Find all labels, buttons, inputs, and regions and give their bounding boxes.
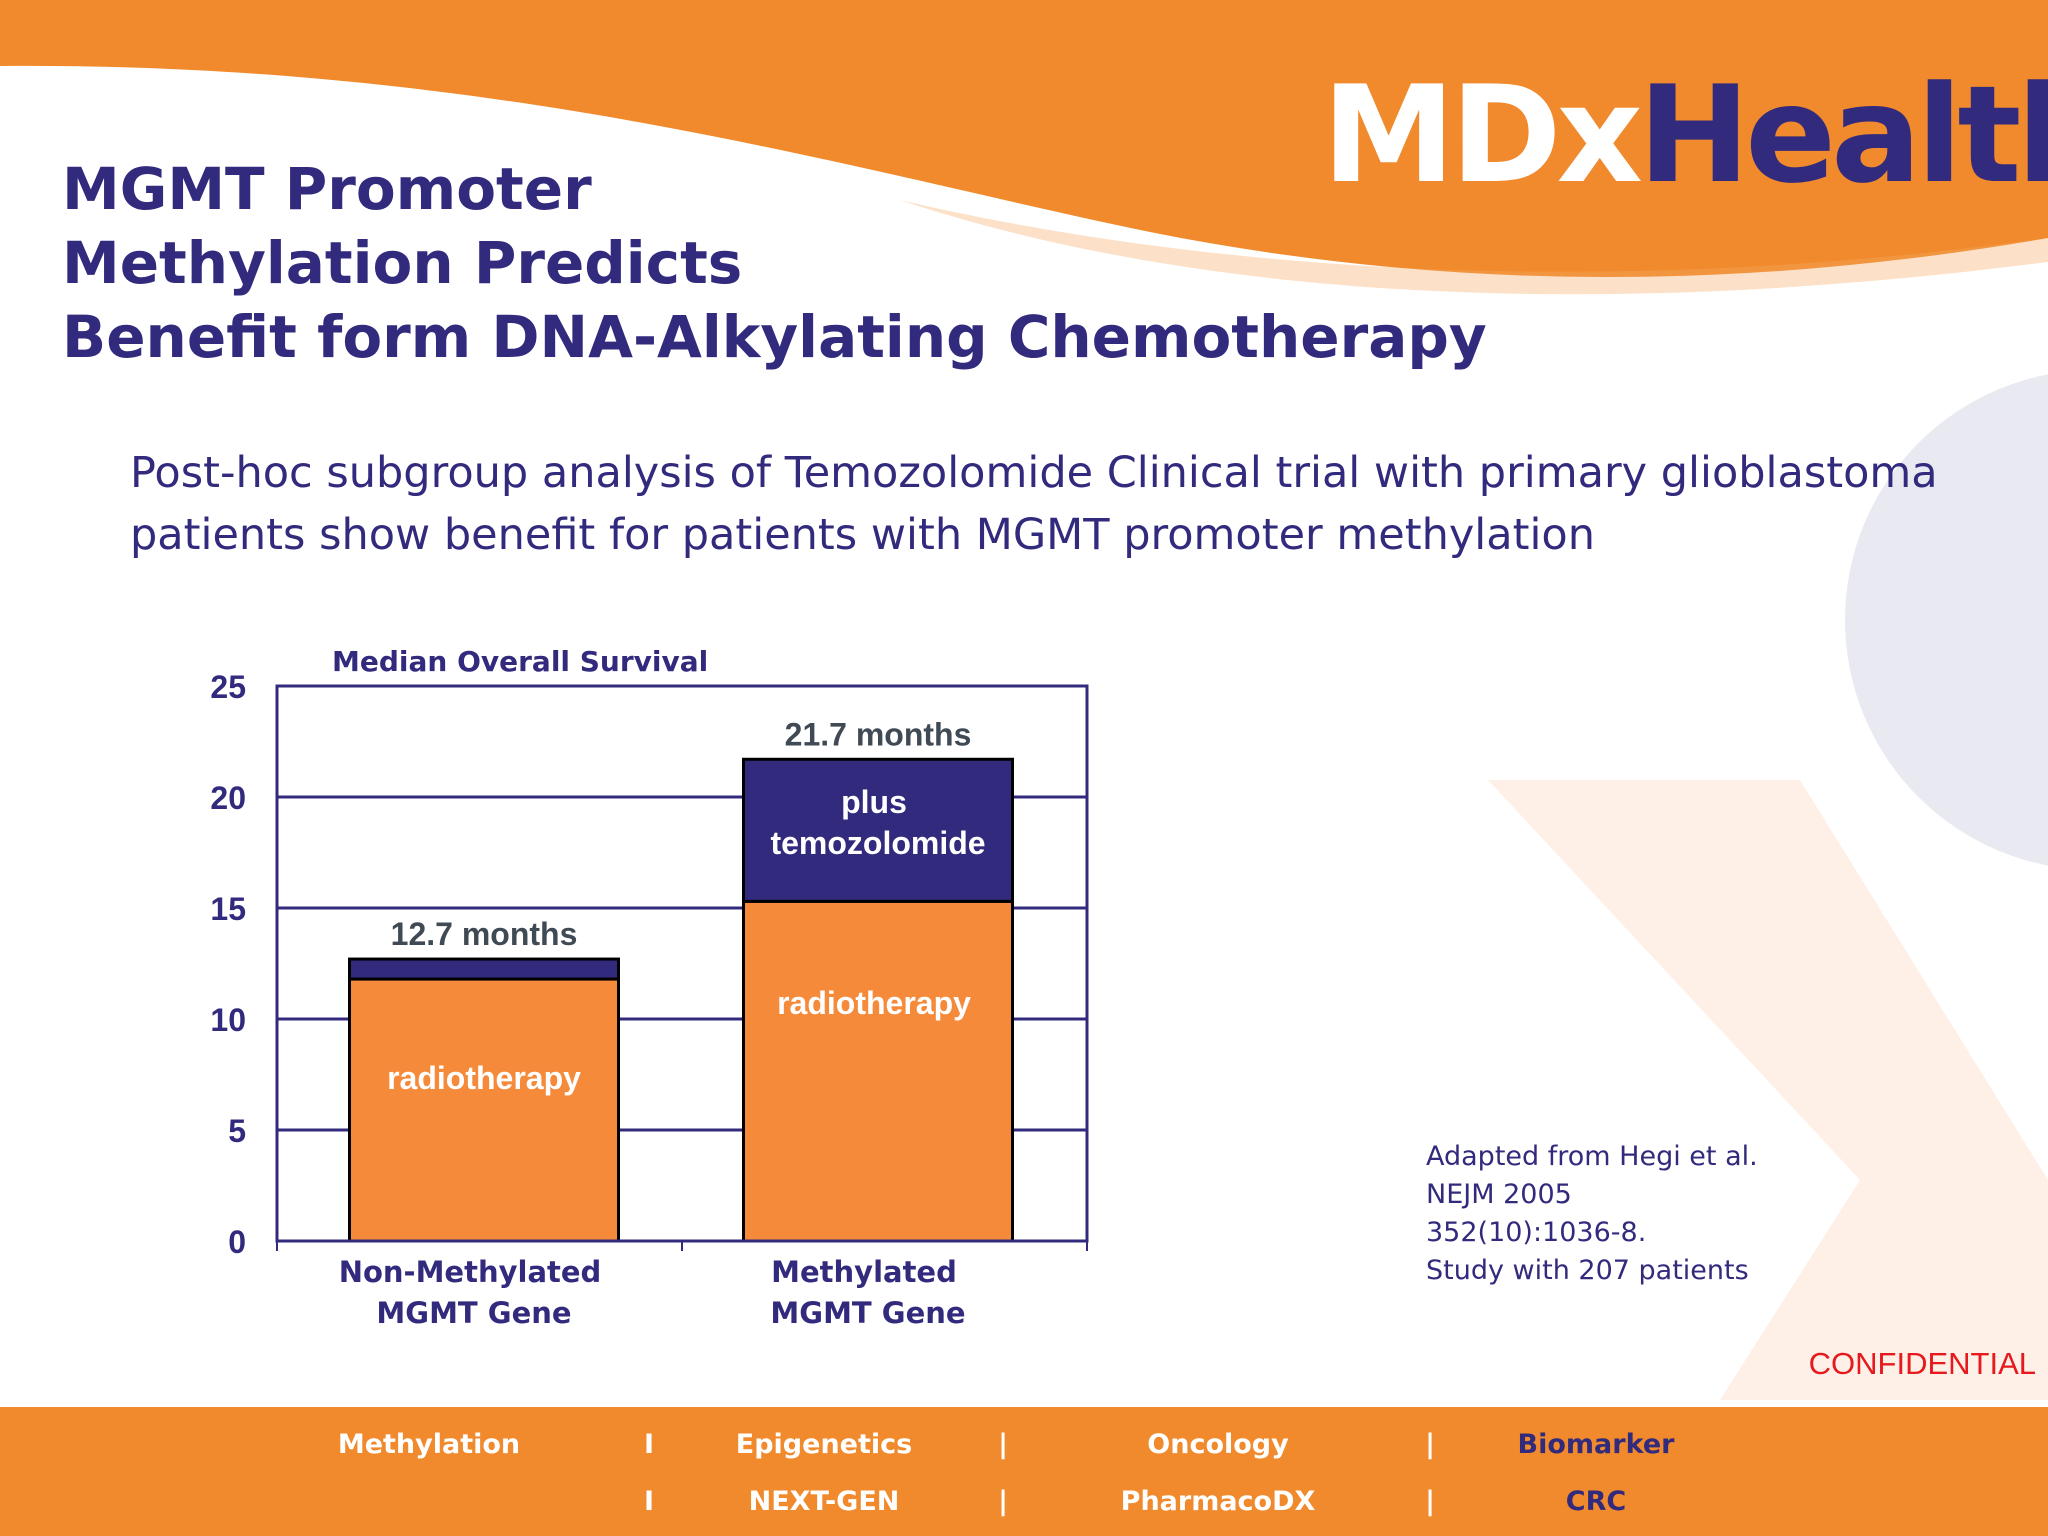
header-orange-swoosh	[0, 0, 2048, 278]
bar-total-label: 12.7 months	[391, 916, 578, 952]
bar-total-label: 21.7 months	[785, 716, 972, 752]
x-category-label: MGMT Gene	[770, 1296, 965, 1330]
citation-line: 352(10):1036-8.	[1426, 1217, 1647, 1248]
y-tick-label: 15	[210, 891, 246, 927]
x-category-label: Methylated	[771, 1255, 957, 1289]
x-category-label: Non-Methylated	[339, 1255, 602, 1289]
slide-title: MGMT Promoter Methylation Predicts Benef…	[62, 152, 1487, 374]
slide-subtitle: Post-hoc subgroup analysis of Temozolomi…	[130, 442, 1938, 566]
decorative-gray-circle	[1845, 374, 2048, 866]
bar-radiotherapy	[742, 899, 1014, 1243]
footer-item-oncology: Oncology	[1147, 1429, 1289, 1460]
footer-separator: |	[1425, 1486, 1435, 1517]
footer-bar: Methylation I Epigenetics | Oncology | B…	[0, 1407, 2048, 1536]
logo-mdx: MDx	[1322, 57, 1643, 213]
footer-item-crc: CRC	[1565, 1486, 1627, 1517]
citation-line: Study with 207 patients	[1426, 1255, 1749, 1286]
footer-separator: I	[643, 1486, 655, 1517]
title-line: Benefit form DNA-Alkylating Chemotherapy	[62, 303, 1487, 371]
confidential-label: CONFIDENTIAL	[1808, 1346, 2036, 1381]
y-tick-label: 10	[210, 1002, 246, 1038]
citation: Adapted from Hegi et al. NEJM 2005 352(1…	[1426, 1138, 1758, 1290]
bar-temozolomide	[348, 957, 620, 981]
segment-label-temozolomide: temozolomide	[770, 825, 985, 861]
y-tick-label: 5	[228, 1113, 246, 1149]
footer-item-next-gen: NEXT-GEN	[748, 1486, 900, 1517]
footer-item-pharmacodx: PharmacoDX	[1120, 1486, 1316, 1517]
segment-label-radiotherapy: radiotherapy	[777, 985, 971, 1021]
bar-radiotherapy	[348, 977, 620, 1243]
title-line: Methylation Predicts	[62, 229, 743, 297]
subtitle-line: Post-hoc subgroup analysis of Temozolomi…	[130, 448, 1938, 498]
subtitle-line: patients show benefit for patients with …	[130, 510, 1595, 560]
x-category-label: MGMT Gene	[376, 1296, 571, 1330]
footer-item-epigenetics: Epigenetics	[735, 1429, 913, 1460]
citation-line: NEJM 2005	[1426, 1179, 1572, 1210]
footer-separator: |	[1425, 1429, 1435, 1460]
title-line: MGMT Promoter	[62, 155, 592, 223]
mdxhealth-logo: MDxHealth	[1322, 68, 2048, 202]
footer-separator: |	[998, 1486, 1008, 1517]
logo-health: Health	[1638, 57, 2048, 213]
y-tick-label: 25	[210, 669, 246, 705]
footer-separator: I	[643, 1429, 655, 1460]
footer-item-biomarker: Biomarker	[1517, 1429, 1675, 1460]
chart-title: Median Overall Survival	[332, 645, 708, 678]
footer-item-methylation: Methylation	[337, 1429, 521, 1460]
header-orange-swoosh-highlight	[900, 200, 2048, 295]
citation-line: Adapted from Hegi et al.	[1426, 1141, 1758, 1172]
y-tick-label: 20	[210, 780, 246, 816]
segment-label-radiotherapy: radiotherapy	[387, 1060, 581, 1096]
segment-label-temozolomide: plus	[841, 784, 907, 820]
footer-separator: |	[998, 1429, 1008, 1460]
y-tick-label: 0	[228, 1224, 246, 1260]
decorative-peach-chevron	[1488, 780, 2048, 1400]
bar-temozolomide	[742, 757, 1014, 903]
